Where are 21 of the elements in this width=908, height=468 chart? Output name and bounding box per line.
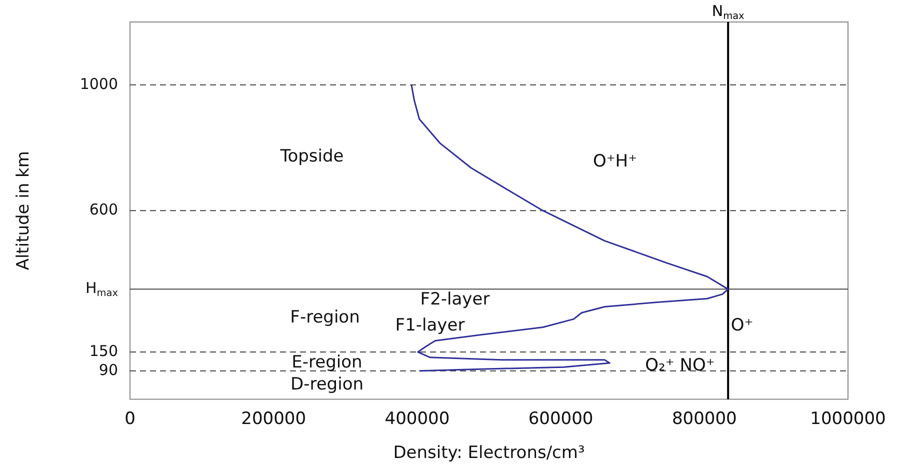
x-tick-label: 1000000 bbox=[810, 408, 886, 429]
annotation: F1-layer bbox=[395, 315, 465, 336]
x-tick-label: 600000 bbox=[528, 408, 594, 429]
y-tick-label: 150 bbox=[89, 342, 118, 360]
annotation: F2-layer bbox=[420, 289, 490, 310]
annotation: Topside bbox=[279, 146, 344, 166]
y-tick-label: 600 bbox=[89, 200, 118, 218]
annotation: E-region bbox=[292, 352, 362, 372]
annotation: F-region bbox=[290, 307, 360, 328]
annotation: O₂⁺ NO⁺ bbox=[645, 355, 715, 376]
y-tick-label: 90 bbox=[98, 360, 118, 379]
x-tick-label: 800000 bbox=[672, 408, 737, 429]
annotation: D-region bbox=[290, 374, 364, 394]
y-tick-label: 1000 bbox=[80, 74, 118, 93]
x-tick-label: 400000 bbox=[384, 408, 450, 429]
x-tick-label: 200000 bbox=[241, 408, 306, 429]
annotation: O⁺H⁺ bbox=[592, 151, 638, 172]
x-axis-title: Density: Electrons/cm³ bbox=[393, 443, 585, 464]
annotation: O⁺ bbox=[730, 315, 754, 336]
x-tick-label: 0 bbox=[124, 408, 136, 429]
y-axis-title: Altitude in km bbox=[14, 151, 34, 270]
